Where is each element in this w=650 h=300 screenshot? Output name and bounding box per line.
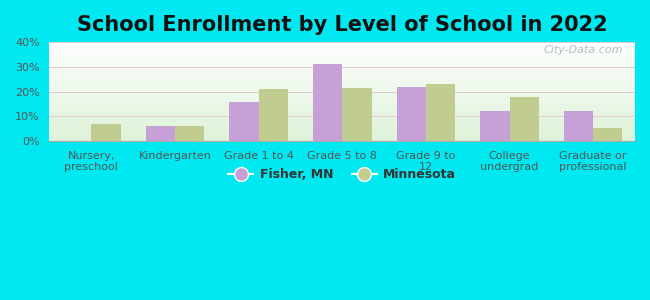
Bar	[480, 111, 510, 141]
Bar	[564, 111, 593, 141]
Bar	[91, 124, 120, 141]
Bar	[313, 64, 343, 141]
Bar	[259, 89, 288, 141]
Bar	[146, 126, 175, 141]
Text: City-Data.com: City-Data.com	[544, 45, 623, 55]
Title: School Enrollment by Level of School in 2022: School Enrollment by Level of School in …	[77, 15, 608, 35]
Bar	[229, 101, 259, 141]
Legend: Fisher, MN, Minnesota: Fisher, MN, Minnesota	[224, 164, 461, 186]
Bar	[343, 88, 372, 141]
Bar	[175, 126, 204, 141]
Bar	[396, 87, 426, 141]
Bar	[510, 97, 539, 141]
Bar	[426, 84, 455, 141]
Bar	[593, 128, 623, 141]
